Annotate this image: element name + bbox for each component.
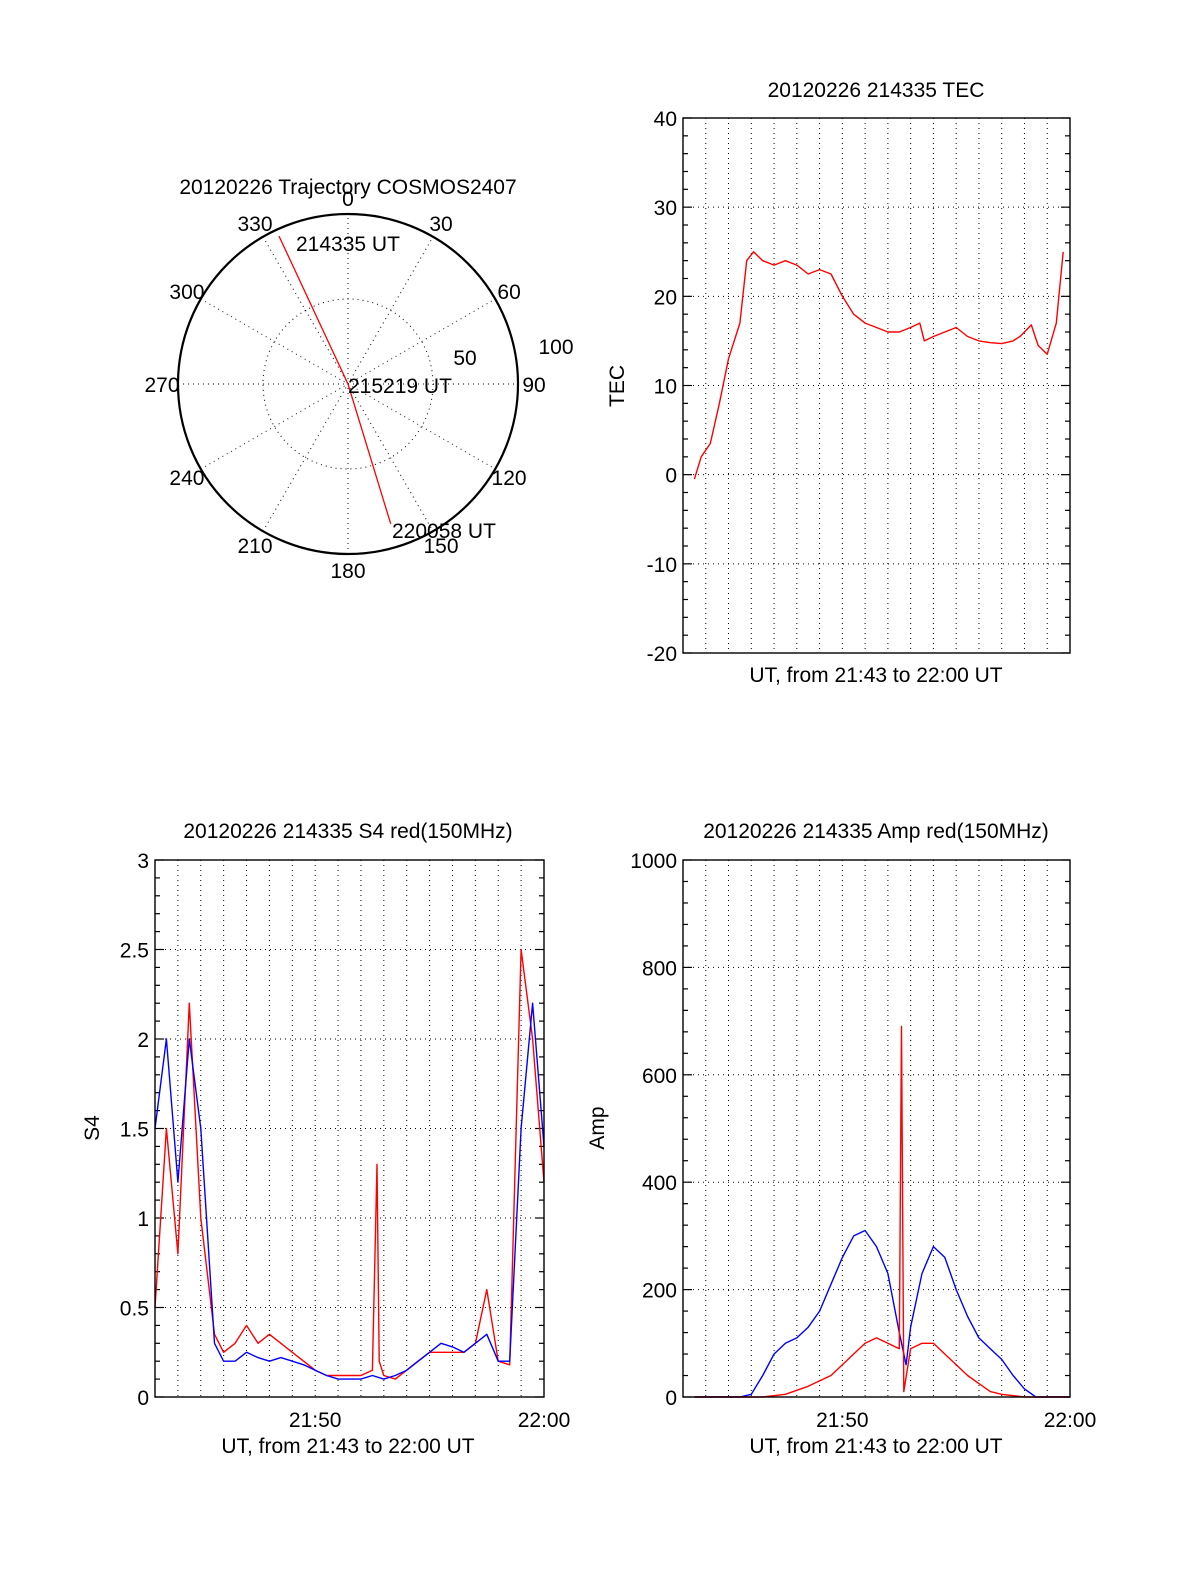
amp-y-tick-labels: 0 200 400 600 800 1000 bbox=[630, 850, 677, 1410]
tec-ytick-label--20: -20 bbox=[647, 643, 677, 666]
azimuth-label-0: 0 bbox=[342, 188, 354, 211]
amp-series-line-1 bbox=[694, 1025, 1070, 1398]
amp-ytick-label-200: 200 bbox=[642, 1280, 677, 1303]
amp-xtick-label-2150: 21:50 bbox=[816, 1409, 869, 1432]
s4-y-axis-label: S4 bbox=[81, 1115, 104, 1141]
polar-azimuth-labels: 0 30 60 90 120 150 180 210 240 270 300 330 bbox=[144, 188, 545, 583]
radius-label-50: 50 bbox=[453, 347, 476, 370]
s4-ytick-label-2: 2 bbox=[137, 1029, 149, 1052]
amp-chart: 20120226 214335 Amp red(150MHz) 0 200 400 6… bbox=[586, 820, 1096, 1458]
tec-gridlines bbox=[683, 118, 1070, 653]
amp-series-line-0 bbox=[694, 1229, 1070, 1398]
tec-series-line-0 bbox=[693, 251, 1064, 480]
azimuth-label-60: 60 bbox=[497, 281, 520, 304]
s4-ytick-label-2.5: 2.5 bbox=[120, 940, 149, 963]
tec-ytick-label-10: 10 bbox=[654, 376, 677, 399]
polar-trajectory-series bbox=[278, 235, 392, 524]
polar-title: 20120226 Trajectory COSMOS2407 bbox=[179, 176, 516, 199]
s4-x-axis-label: UT, from 21:43 to 22:00 UT bbox=[221, 1435, 474, 1458]
s4-ytick-label-1.5: 1.5 bbox=[120, 1119, 149, 1142]
azimuth-label-90: 90 bbox=[522, 374, 545, 397]
s4-series-group bbox=[154, 948, 545, 1380]
s4-x-tick-labels: 21:50 22:00 bbox=[289, 1409, 570, 1432]
amp-ytick-label-1000: 1000 bbox=[630, 850, 677, 873]
s4-ytick-label-0.5: 0.5 bbox=[120, 1298, 149, 1321]
tec-y-tick-labels: -20 -10 0 10 20 30 40 bbox=[647, 108, 677, 666]
trajectory-mid-annotation: 215219 UT bbox=[348, 375, 452, 398]
amp-x-tick-labels: 21:50 22:00 bbox=[816, 1409, 1096, 1432]
s4-ytick-label-3: 3 bbox=[137, 850, 149, 873]
amp-chart-title: 20120226 214335 Amp red(150MHz) bbox=[703, 820, 1049, 843]
s4-series-line-1 bbox=[154, 1002, 545, 1380]
s4-ytick-label-1: 1 bbox=[137, 1208, 149, 1231]
tec-x-axis-label: UT, from 21:43 to 22:00 UT bbox=[749, 664, 1002, 687]
s4-chart-title: 20120226 214335 S4 red(150MHz) bbox=[183, 820, 512, 843]
trajectory-end-annotation: 220058 UT bbox=[392, 520, 496, 543]
polar-outer-circle bbox=[176, 212, 520, 556]
amp-ytick-label-400: 400 bbox=[642, 1172, 677, 1195]
tec-ytick-label-0: 0 bbox=[665, 465, 677, 488]
azimuth-label-120: 120 bbox=[492, 467, 527, 490]
amp-ytick-label-600: 600 bbox=[642, 1065, 677, 1088]
amp-series-group bbox=[694, 1025, 1070, 1398]
azimuth-label-300: 300 bbox=[169, 281, 204, 304]
azimuth-label-30: 30 bbox=[429, 213, 452, 236]
tec-ytick-label-40: 40 bbox=[654, 108, 677, 131]
tec-ytick-label-30: 30 bbox=[654, 197, 677, 220]
polar-trajectory-line-0 bbox=[278, 235, 392, 524]
radius-label-100: 100 bbox=[538, 336, 573, 359]
trajectory-polar-plot: 20120226 Trajectory COSMOS2407 0 30 60 90 12… bbox=[144, 176, 573, 583]
tec-y-axis-label: TEC bbox=[606, 365, 629, 407]
trajectory-start-annotation: 214335 UT bbox=[296, 233, 400, 256]
amp-ytick-label-800: 800 bbox=[642, 957, 677, 980]
azimuth-label-270: 270 bbox=[144, 374, 179, 397]
tec-plot-frame bbox=[682, 117, 1071, 654]
tec-ytick-label-20: 20 bbox=[654, 286, 677, 309]
s4-xtick-label-2150: 21:50 bbox=[289, 1409, 342, 1432]
tec-series-group bbox=[693, 251, 1064, 480]
amp-y-axis-label: Amp bbox=[586, 1106, 609, 1149]
tec-chart-title: 20120226 214335 TEC bbox=[768, 79, 985, 102]
azimuth-label-330: 330 bbox=[237, 213, 272, 236]
s4-plot-frame bbox=[154, 859, 545, 1398]
tec-ytick-label--10: -10 bbox=[647, 554, 677, 577]
amp-plot-frame bbox=[682, 859, 1071, 1398]
s4-y-tick-labels: 0 0.5 1 1.5 2 2.5 3 bbox=[120, 850, 149, 1410]
tec-chart: 20120226 214335 TEC -20 -10 0 10 20 30 40 UT, … bbox=[606, 79, 1071, 687]
s4-minor-ticks bbox=[155, 859, 544, 1398]
amp-ytick-label-0: 0 bbox=[665, 1387, 677, 1410]
azimuth-label-210: 210 bbox=[237, 535, 272, 558]
azimuth-label-240: 240 bbox=[169, 467, 204, 490]
s4-xtick-label-2200: 22:00 bbox=[518, 1409, 571, 1432]
s4-chart: 20120226 214335 S4 red(150MHz) 0 0.5 1 1.5 2… bbox=[81, 820, 570, 1458]
azimuth-label-150: 150 bbox=[423, 535, 458, 558]
azimuth-label-180: 180 bbox=[330, 560, 365, 583]
amp-xtick-label-2200: 22:00 bbox=[1044, 1409, 1097, 1432]
s4-ytick-label-0: 0 bbox=[137, 1387, 149, 1410]
amp-x-axis-label: UT, from 21:43 to 22:00 UT bbox=[749, 1435, 1002, 1458]
